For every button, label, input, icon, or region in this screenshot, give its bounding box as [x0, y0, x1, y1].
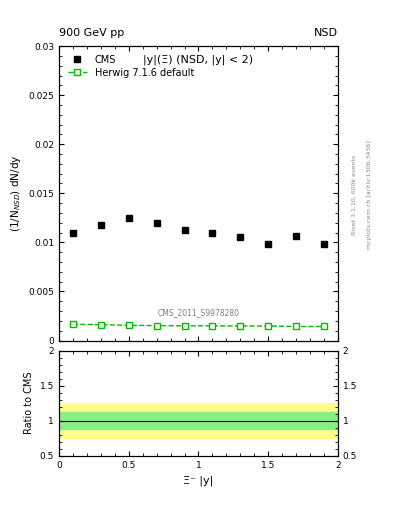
X-axis label: Ξ⁻ |y|: Ξ⁻ |y|	[184, 475, 213, 485]
Herwig 7.1.6 default	[294, 324, 299, 330]
Y-axis label: Ratio to CMS: Ratio to CMS	[24, 372, 34, 434]
Text: mcplots.cern.ch [arXiv:1306.3436]: mcplots.cern.ch [arXiv:1306.3436]	[367, 140, 373, 249]
Herwig 7.1.6 default	[154, 323, 159, 329]
Line: Herwig 7.1.6 default: Herwig 7.1.6 default	[70, 322, 327, 329]
CMS	[238, 234, 243, 241]
CMS	[182, 226, 187, 232]
Herwig 7.1.6 default	[127, 322, 131, 328]
Herwig 7.1.6 default	[71, 321, 75, 327]
Legend: CMS, Herwig 7.1.6 default: CMS, Herwig 7.1.6 default	[64, 51, 198, 81]
Y-axis label: (1/N$_{NSD}$) dN/dy: (1/N$_{NSD}$) dN/dy	[9, 155, 23, 232]
CMS	[210, 229, 215, 236]
Herwig 7.1.6 default	[210, 323, 215, 329]
Line: CMS: CMS	[70, 215, 327, 247]
Bar	[59, 403, 338, 438]
Bar	[59, 412, 338, 429]
Text: CMS_2011_S9978280: CMS_2011_S9978280	[158, 308, 239, 317]
CMS	[294, 233, 299, 240]
Herwig 7.1.6 default	[182, 323, 187, 329]
CMS	[71, 229, 75, 236]
Text: Rivet 3.1.10, 600k events: Rivet 3.1.10, 600k events	[352, 155, 357, 234]
CMS	[127, 215, 131, 221]
CMS	[98, 222, 103, 228]
Text: 900 GeV pp: 900 GeV pp	[59, 28, 124, 38]
Text: NSD: NSD	[314, 28, 338, 38]
CMS	[266, 241, 271, 247]
Herwig 7.1.6 default	[322, 324, 327, 330]
Herwig 7.1.6 default	[266, 323, 271, 329]
Herwig 7.1.6 default	[98, 322, 103, 328]
CMS	[154, 220, 159, 226]
CMS	[322, 241, 327, 247]
Text: |y|(Ξ) (NSD, |y| < 2): |y|(Ξ) (NSD, |y| < 2)	[143, 55, 253, 66]
Herwig 7.1.6 default	[238, 323, 243, 329]
